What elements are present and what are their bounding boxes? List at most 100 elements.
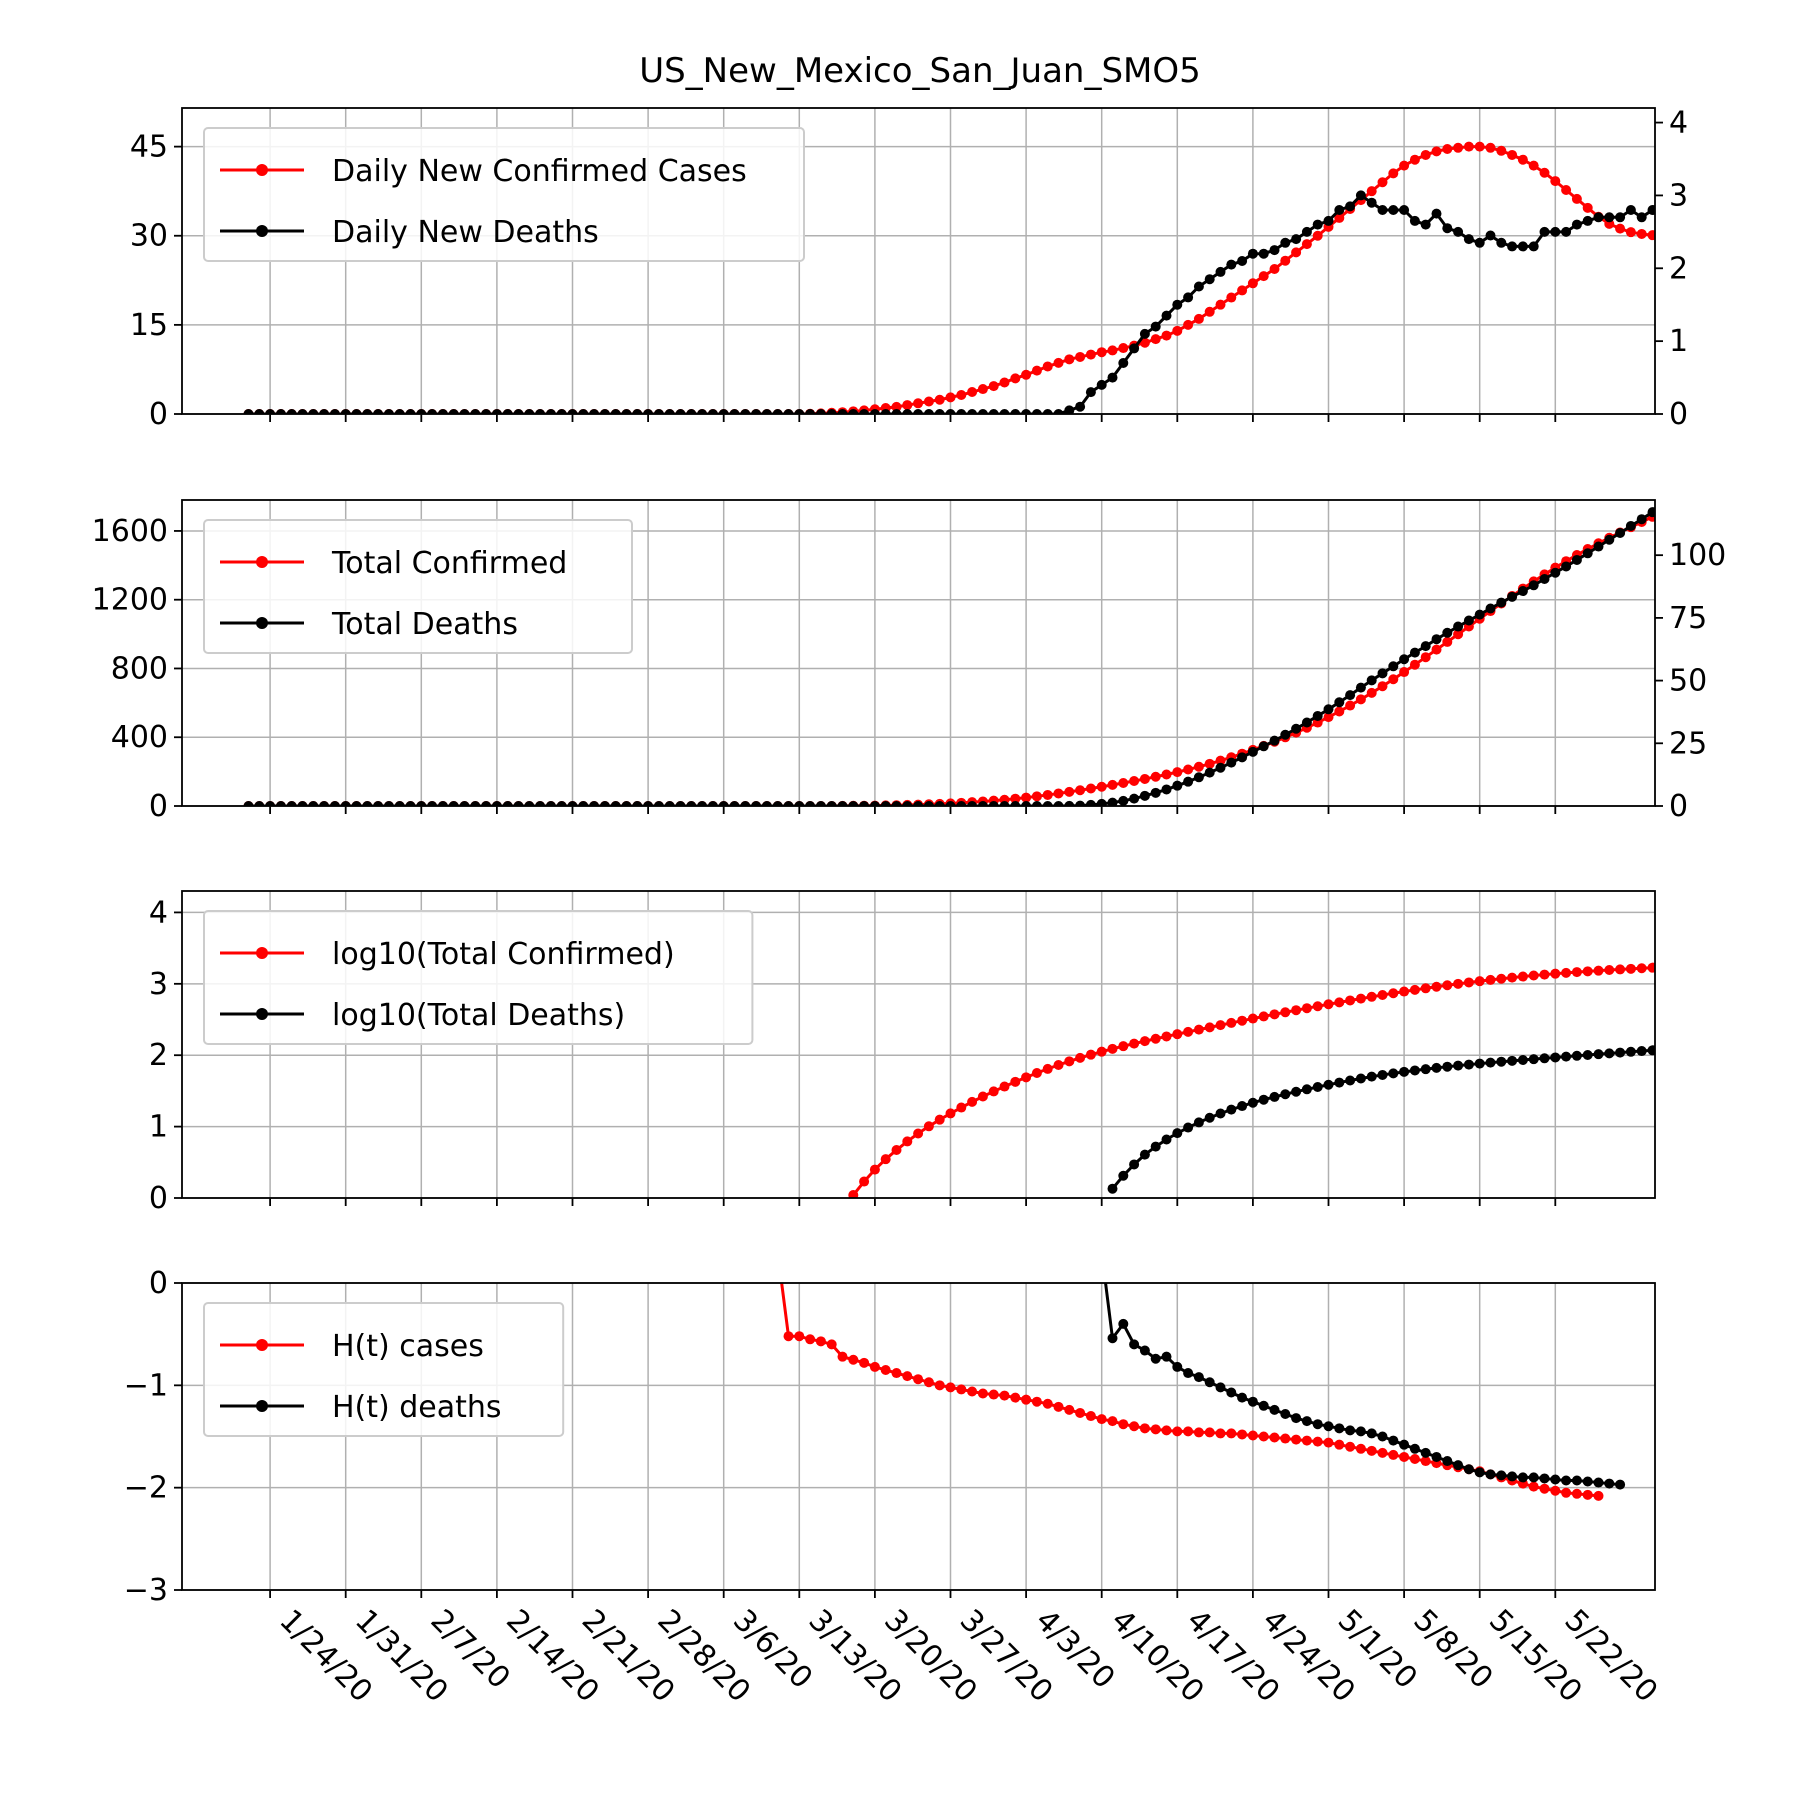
data-point <box>815 409 826 414</box>
data-point <box>437 801 448 806</box>
y-tick-label: −1 <box>124 1368 168 1403</box>
data-point <box>697 801 708 806</box>
data-point <box>1334 205 1345 215</box>
data-point <box>1193 761 1204 772</box>
data-point <box>1366 1428 1377 1439</box>
data-point <box>1431 634 1442 645</box>
data-point <box>1204 274 1215 285</box>
data-point <box>243 409 254 414</box>
data-point <box>1323 704 1334 715</box>
y-tick-label: 0 <box>149 1266 168 1301</box>
y2-tick-label: 100 <box>1669 538 1726 573</box>
data-point <box>1064 1056 1075 1067</box>
legend-label: H(t) cases <box>332 1329 484 1364</box>
data-point <box>1247 1396 1258 1407</box>
data-point <box>1669 232 1679 242</box>
data-point <box>1463 141 1474 152</box>
data-point <box>1377 681 1388 692</box>
data-point <box>1615 964 1626 975</box>
data-point <box>1139 1149 1150 1160</box>
data-point <box>1604 1048 1615 1059</box>
data-point <box>1334 697 1345 708</box>
data-point <box>1172 1029 1183 1040</box>
data-point <box>394 801 405 806</box>
data-point <box>1658 231 1668 241</box>
data-point <box>1680 961 1690 971</box>
data-point <box>880 409 891 414</box>
data-point <box>275 801 286 806</box>
data-point <box>1161 330 1172 341</box>
data-point <box>1561 967 1572 978</box>
data-point <box>319 409 330 414</box>
data-point <box>1247 1013 1258 1024</box>
data-point <box>1669 1044 1679 1054</box>
data-point <box>1561 226 1572 237</box>
y-tick-label: 0 <box>149 789 168 824</box>
data-point <box>923 1121 934 1132</box>
data-point <box>1615 1479 1626 1490</box>
data-point <box>1431 146 1442 157</box>
data-point <box>286 801 297 806</box>
data-point <box>1215 1428 1226 1439</box>
data-point <box>1388 1435 1399 1446</box>
data-point <box>1291 1413 1302 1424</box>
data-point <box>1183 292 1194 303</box>
data-point <box>1409 984 1420 995</box>
data-point <box>481 409 492 414</box>
y-tick-label: 0 <box>149 397 168 432</box>
data-point <box>1312 1419 1323 1430</box>
y2-tick-label: 2 <box>1669 251 1688 286</box>
data-point <box>1312 1436 1323 1447</box>
data-point <box>999 409 1010 414</box>
y-tick-label: 4 <box>149 895 168 930</box>
data-point <box>891 1145 902 1156</box>
data-point <box>1291 1434 1302 1445</box>
data-point <box>1669 962 1679 972</box>
data-point <box>945 1382 956 1393</box>
data-point <box>1420 1447 1431 1458</box>
data-point <box>697 409 708 414</box>
data-point <box>1539 1053 1550 1064</box>
data-point <box>1215 1020 1226 1031</box>
data-point <box>891 801 902 806</box>
data-point <box>610 409 621 414</box>
data-point <box>848 1190 859 1198</box>
data-point <box>1409 154 1420 165</box>
data-point <box>1388 988 1399 999</box>
data-point <box>1517 1054 1528 1065</box>
data-point <box>1161 1031 1172 1042</box>
data-point <box>1129 1421 1140 1432</box>
data-point <box>1593 965 1604 976</box>
data-point <box>934 1114 945 1125</box>
data-point <box>1118 1170 1129 1181</box>
data-point <box>470 409 481 414</box>
data-point <box>1204 306 1215 317</box>
data-point <box>1107 345 1118 356</box>
data-point <box>1691 491 1701 501</box>
legend: H(t) cases H(t) deaths <box>203 1302 565 1437</box>
data-point <box>977 384 988 395</box>
data-point <box>1204 767 1215 778</box>
data-point <box>859 1357 870 1368</box>
data-point <box>891 401 902 412</box>
data-point <box>859 801 870 806</box>
data-point <box>1658 500 1668 510</box>
data-point <box>1442 143 1453 154</box>
data-point <box>1366 991 1377 1002</box>
data-point <box>1139 773 1150 784</box>
data-point <box>1107 1416 1118 1427</box>
data-point <box>891 1368 902 1379</box>
data-point <box>1399 654 1410 665</box>
data-point <box>1550 176 1561 187</box>
legend-marker <box>256 556 268 568</box>
data-point <box>491 801 502 806</box>
data-point <box>1053 357 1064 368</box>
data-point <box>254 409 265 414</box>
data-point <box>1258 741 1269 752</box>
legend-box <box>203 910 754 1045</box>
data-point <box>545 801 556 806</box>
data-point <box>1334 1077 1345 1088</box>
data-point <box>1042 1398 1053 1409</box>
panel-2: 0 400 800 1200 1600 0 25 50 75 100 Total Confirmed… <box>92 491 1726 824</box>
